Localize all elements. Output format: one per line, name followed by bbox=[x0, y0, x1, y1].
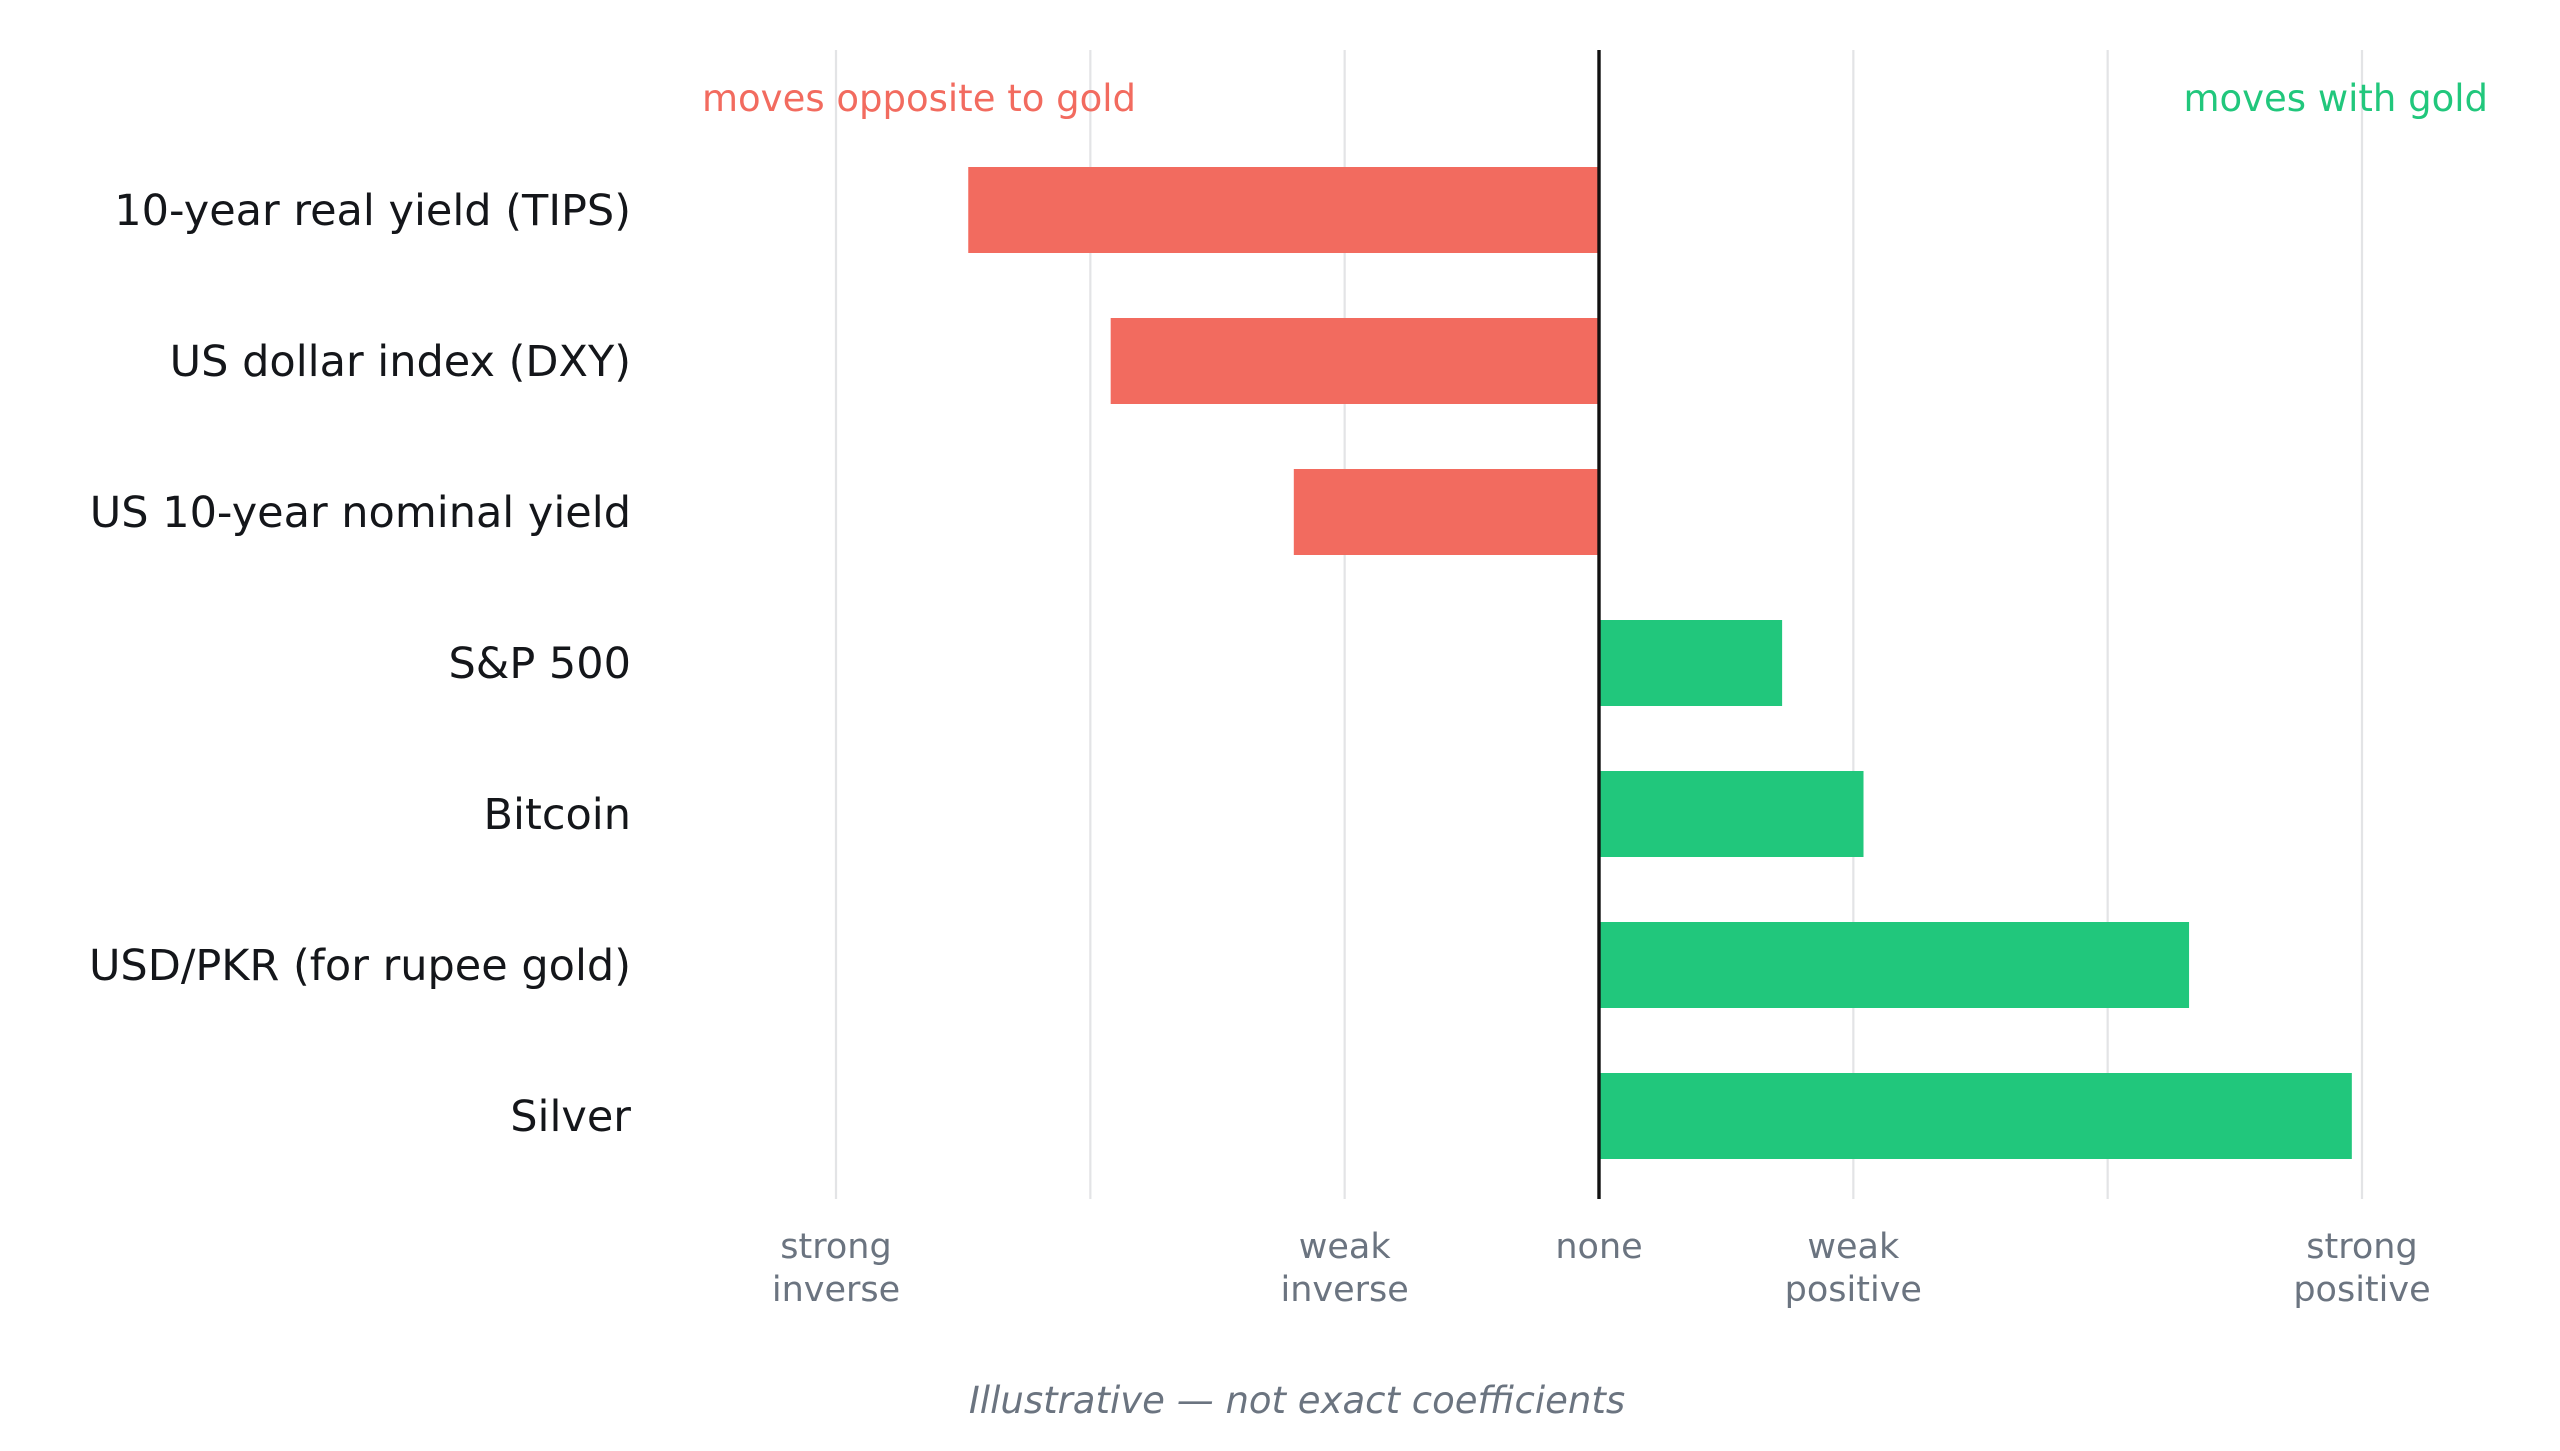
negative-direction-label: moves opposite to gold bbox=[702, 77, 1136, 120]
bar-layer bbox=[968, 167, 2352, 1159]
bar-10-year-real-yield-tips bbox=[968, 167, 1599, 253]
x-tick-label-2-1: inverse bbox=[1281, 1270, 1409, 1310]
bar-us-dollar-index-dxy bbox=[1110, 318, 1599, 404]
positive-direction-label: moves with gold bbox=[2183, 77, 2488, 120]
x-tick-label-2-0: weak bbox=[1299, 1227, 1392, 1267]
bar-usd-pkr-for-rupee-gold bbox=[1599, 922, 2190, 1008]
category-labels: 10-year real yield (TIPS) US dollar index… bbox=[89, 186, 631, 1142]
bar-us-10-year-nominal-yield bbox=[1293, 469, 1599, 555]
x-tick-label-3-0: none bbox=[1555, 1227, 1642, 1267]
category-label-s-p-500: S&P 500 bbox=[449, 639, 632, 689]
x-tick-label-0-1: inverse bbox=[772, 1270, 900, 1310]
bar-bitcoin bbox=[1599, 771, 1864, 857]
category-label-us-10-year-nominal-yield: US 10-year nominal yield bbox=[90, 488, 631, 538]
bar-s-p-500 bbox=[1599, 620, 1783, 706]
category-label-bitcoin: Bitcoin bbox=[484, 790, 631, 840]
x-tick-label-4-1: positive bbox=[1785, 1270, 1922, 1310]
category-label-us-dollar-index-dxy: US dollar index (DXY) bbox=[170, 337, 631, 387]
x-tick-label-0-0: strong bbox=[780, 1227, 891, 1267]
category-label-silver: Silver bbox=[510, 1092, 631, 1142]
x-tick-label-6-0: strong bbox=[2306, 1227, 2417, 1267]
bar-silver bbox=[1599, 1073, 2352, 1159]
category-label-10-year-real-yield-tips: 10-year real yield (TIPS) bbox=[114, 186, 631, 236]
x-tick-label-6-1: positive bbox=[2293, 1270, 2430, 1310]
x-tick-label-4-0: weak bbox=[1807, 1227, 1900, 1267]
category-label-usd-pkr-for-rupee-gold: USD/PKR (for rupee gold) bbox=[89, 941, 631, 991]
chart-caption: Illustrative — not exact coefficients bbox=[969, 1379, 1625, 1422]
